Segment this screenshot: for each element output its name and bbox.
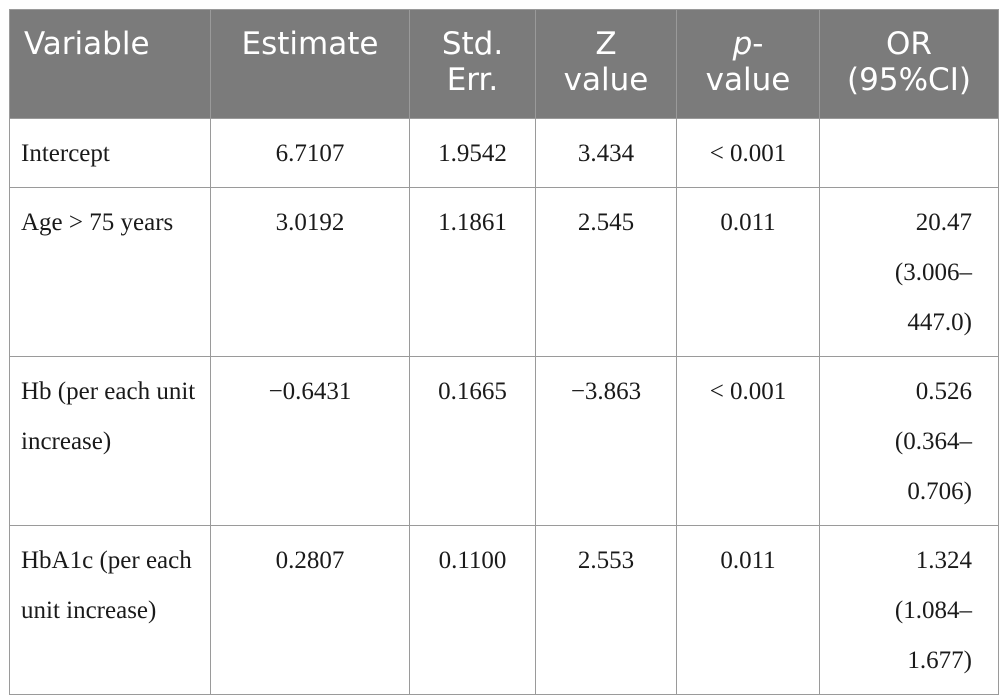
header-variable: Variable xyxy=(9,9,211,119)
header-estimate: Estimate xyxy=(210,9,410,119)
header-p-value: p- value xyxy=(676,9,820,119)
table-row: Intercept 6.7107 1.9542 3.434 < 0.001 xyxy=(9,118,999,188)
cell-p-value: 0.011 xyxy=(676,187,820,357)
cell-z-value: 3.434 xyxy=(535,118,677,188)
cell-variable: Intercept xyxy=(9,118,211,188)
cell-p-value: < 0.001 xyxy=(676,356,820,526)
cell-estimate: 6.7107 xyxy=(210,118,410,188)
header-z-value: Z value xyxy=(535,9,677,119)
table-row: HbA1c (per each unit increase) 0.2807 0.… xyxy=(9,525,999,695)
table-row: Hb (per each unit increase) −0.6431 0.16… xyxy=(9,356,999,526)
header-row: Variable Estimate Std. Err. Z value p- v… xyxy=(9,9,999,119)
cell-p-value: 0.011 xyxy=(676,525,820,695)
header-std-err: Std. Err. xyxy=(409,9,536,119)
table-row: Age > 75 years 3.0192 1.1861 2.545 0.011… xyxy=(9,187,999,357)
cell-variable: Age > 75 years xyxy=(9,187,211,357)
cell-std-err: 0.1665 xyxy=(409,356,536,526)
cell-or xyxy=(819,118,999,188)
regression-results-table: Variable Estimate Std. Err. Z value p- v… xyxy=(9,9,999,695)
cell-std-err: 1.1861 xyxy=(409,187,536,357)
table-header: Variable Estimate Std. Err. Z value p- v… xyxy=(9,9,999,119)
header-or: OR (95%CI) xyxy=(819,9,999,119)
cell-estimate: −0.6431 xyxy=(210,356,410,526)
table-body: Intercept 6.7107 1.9542 3.434 < 0.001 Ag… xyxy=(9,118,999,695)
cell-z-value: −3.863 xyxy=(535,356,677,526)
cell-or: 20.47 (3.006– 447.0) xyxy=(819,187,999,357)
cell-or: 0.526 (0.364– 0.706) xyxy=(819,356,999,526)
cell-variable: HbA1c (per each unit increase) xyxy=(9,525,211,695)
cell-estimate: 3.0192 xyxy=(210,187,410,357)
cell-std-err: 1.9542 xyxy=(409,118,536,188)
cell-std-err: 0.1100 xyxy=(409,525,536,695)
cell-p-value: < 0.001 xyxy=(676,118,820,188)
cell-variable: Hb (per each unit increase) xyxy=(9,356,211,526)
cell-or: 1.324 (1.084– 1.677) xyxy=(819,525,999,695)
cell-z-value: 2.545 xyxy=(535,187,677,357)
cell-z-value: 2.553 xyxy=(535,525,677,695)
cell-estimate: 0.2807 xyxy=(210,525,410,695)
